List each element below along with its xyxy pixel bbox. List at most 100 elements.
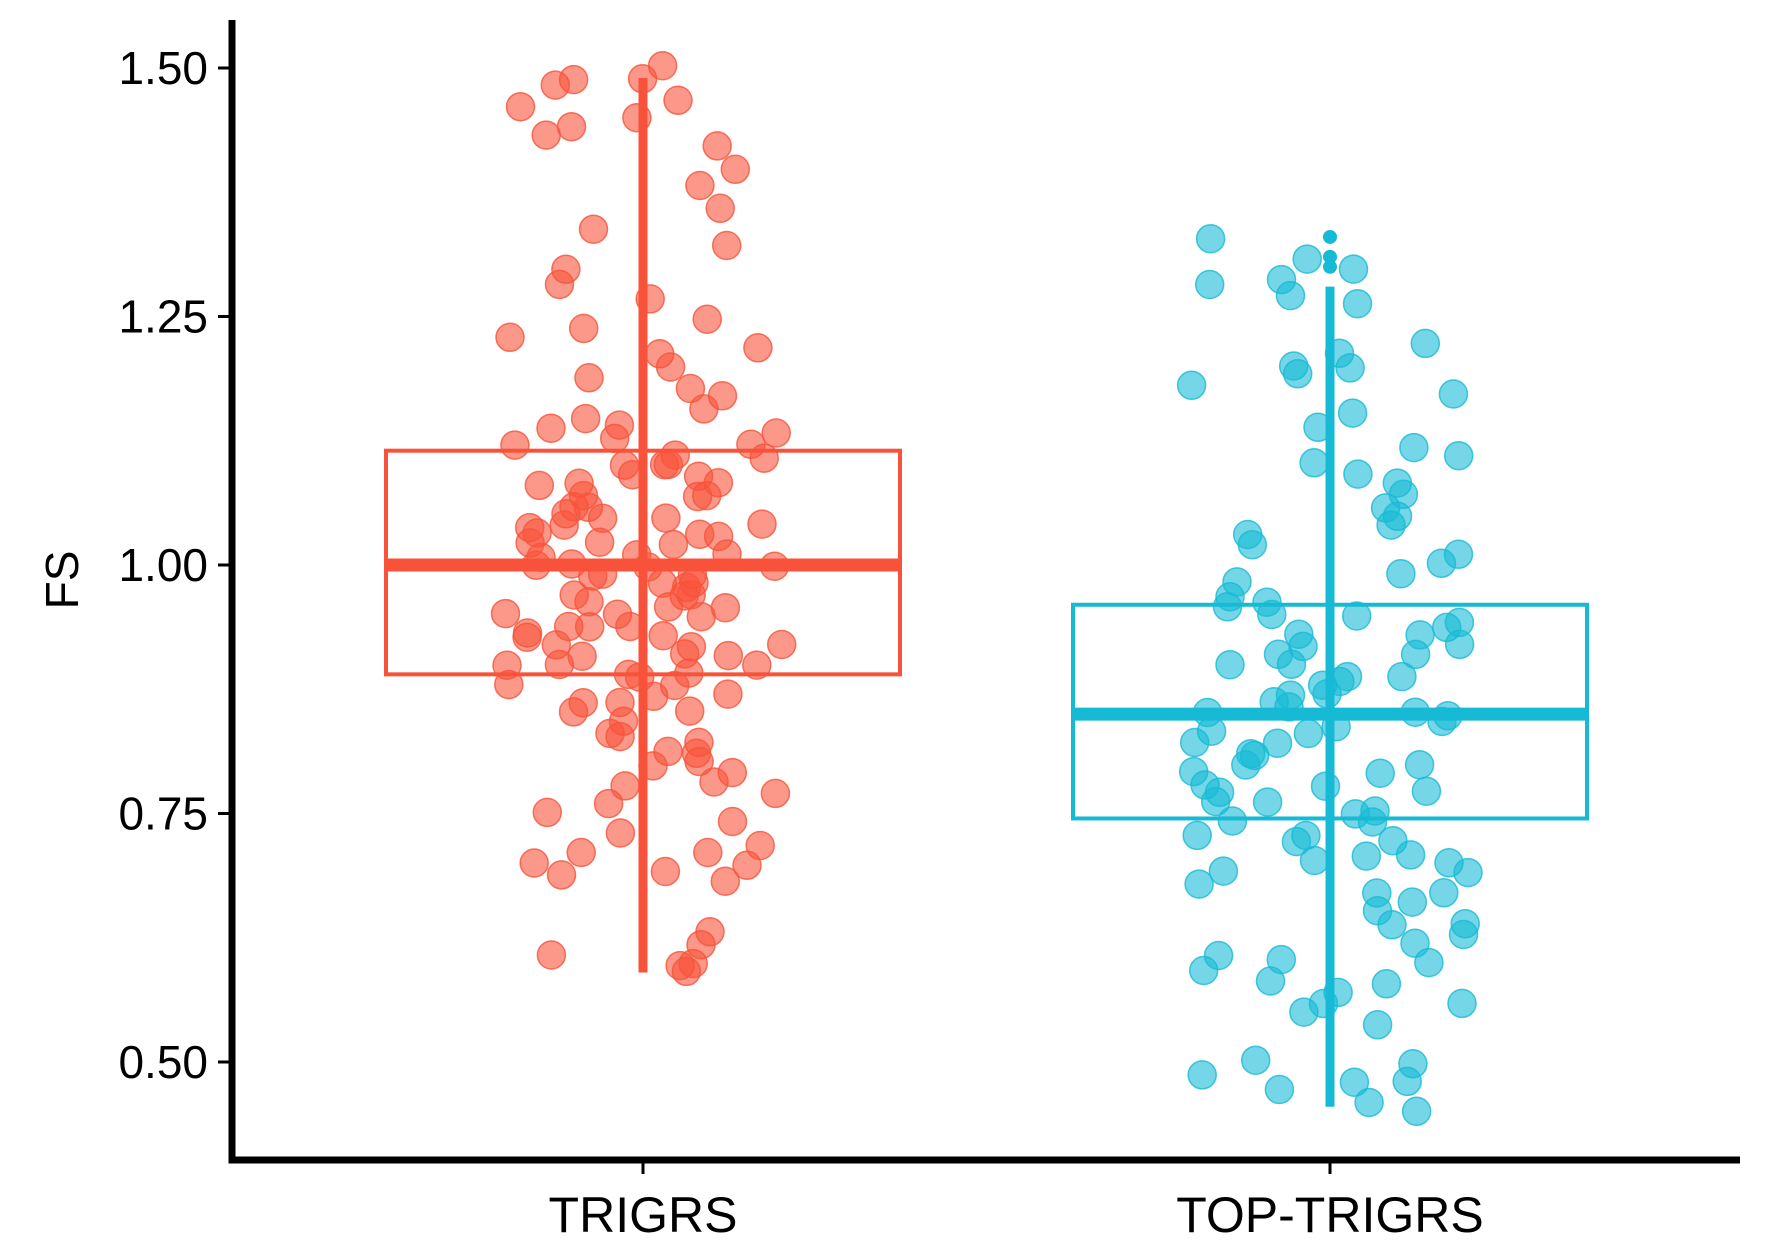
data-point xyxy=(683,461,714,492)
data-point xyxy=(713,640,744,671)
data-point xyxy=(609,450,640,480)
data-point xyxy=(570,403,601,434)
data-point xyxy=(1443,539,1474,570)
data-point xyxy=(1239,740,1270,771)
data-point xyxy=(1182,820,1212,851)
data-point xyxy=(685,170,715,201)
data-point xyxy=(1410,328,1441,359)
data-point xyxy=(658,529,689,560)
data-point xyxy=(644,339,675,369)
data-point xyxy=(566,837,596,868)
axis-layer: 0.50 0.75 1.00 1.25 1.50 TRIGRS TOP-TRIGRS xyxy=(118,20,1740,1243)
data-point xyxy=(553,611,584,642)
data-point xyxy=(1398,1049,1428,1079)
data-point xyxy=(514,512,545,543)
data-point xyxy=(1332,661,1363,692)
y-tick-label: 1.00 xyxy=(118,539,208,591)
data-point xyxy=(500,430,530,460)
data-point xyxy=(717,806,748,837)
y-tick-label: 1.25 xyxy=(118,291,208,343)
data-point xyxy=(692,304,722,334)
data-point xyxy=(1262,728,1293,758)
data-point xyxy=(1266,944,1297,975)
data-point xyxy=(695,917,725,947)
data-point xyxy=(684,727,714,758)
data-point xyxy=(1264,1074,1295,1105)
data-point xyxy=(710,592,741,623)
data-point xyxy=(492,650,522,680)
box-layer xyxy=(384,77,1589,1107)
data-point xyxy=(745,830,775,861)
data-point xyxy=(602,599,633,630)
data-point xyxy=(1217,806,1248,836)
data-point xyxy=(1444,607,1475,638)
data-point xyxy=(1378,825,1408,856)
data-point xyxy=(1400,928,1430,958)
data-point xyxy=(1176,370,1207,401)
data-point xyxy=(1240,1045,1271,1075)
data-point xyxy=(1184,869,1214,899)
data-point xyxy=(1343,459,1373,489)
data-point xyxy=(1397,887,1428,917)
data-point xyxy=(604,410,635,440)
data-point xyxy=(1429,878,1459,908)
data-point xyxy=(505,91,536,122)
data-point xyxy=(1382,468,1413,498)
data-point xyxy=(693,837,723,868)
data-point xyxy=(651,503,681,533)
data-point xyxy=(647,50,678,81)
data-point xyxy=(568,313,599,344)
data-point xyxy=(1337,398,1368,428)
data-point xyxy=(1399,432,1429,463)
data-point xyxy=(495,322,525,353)
data-point xyxy=(747,509,777,539)
y-tick-label: 0.75 xyxy=(118,788,208,840)
data-point xyxy=(536,940,567,970)
data-point xyxy=(524,470,555,501)
data-point xyxy=(707,381,738,411)
data-point xyxy=(1362,878,1392,908)
x-ticks: TRIGRS TOP-TRIGRS xyxy=(549,1160,1484,1243)
data-point xyxy=(1351,841,1382,871)
data-point xyxy=(742,650,772,680)
data-point xyxy=(531,120,561,150)
data-point xyxy=(1194,269,1225,300)
data-point xyxy=(653,736,683,767)
outlier-point xyxy=(1323,259,1337,274)
data-point xyxy=(578,214,609,244)
data-point xyxy=(1338,254,1369,284)
y-tick-label: 0.50 xyxy=(118,1036,208,1088)
data-point xyxy=(1387,661,1417,692)
data-point xyxy=(663,85,693,116)
data-point xyxy=(717,757,748,788)
data-point xyxy=(568,688,598,718)
data-point xyxy=(711,230,742,261)
data-point xyxy=(1443,440,1474,471)
data-point xyxy=(1278,351,1309,381)
y-ticks: 0.50 0.75 1.00 1.25 1.50 xyxy=(118,42,232,1088)
outlier-point xyxy=(1323,229,1337,244)
data-point xyxy=(546,860,577,890)
data-point xyxy=(736,429,766,460)
data-point xyxy=(567,641,597,671)
data-point xyxy=(684,519,715,550)
outlier-point xyxy=(1323,249,1337,264)
data-point xyxy=(674,696,705,726)
data-point xyxy=(1405,620,1435,650)
data-point xyxy=(761,418,791,448)
data-point xyxy=(1178,756,1209,787)
data-point xyxy=(760,778,791,809)
data-point xyxy=(551,254,581,285)
data-point xyxy=(1252,587,1282,617)
data-point xyxy=(1341,601,1372,631)
data-point xyxy=(1386,558,1416,589)
data-point xyxy=(1222,567,1252,597)
data-point xyxy=(1275,680,1306,710)
data-point xyxy=(605,818,636,848)
data-point xyxy=(1371,969,1402,999)
data-point xyxy=(1215,649,1245,680)
data-point xyxy=(1195,223,1226,254)
data-point xyxy=(610,771,640,801)
data-point xyxy=(1339,1067,1370,1097)
data-point xyxy=(743,333,773,363)
